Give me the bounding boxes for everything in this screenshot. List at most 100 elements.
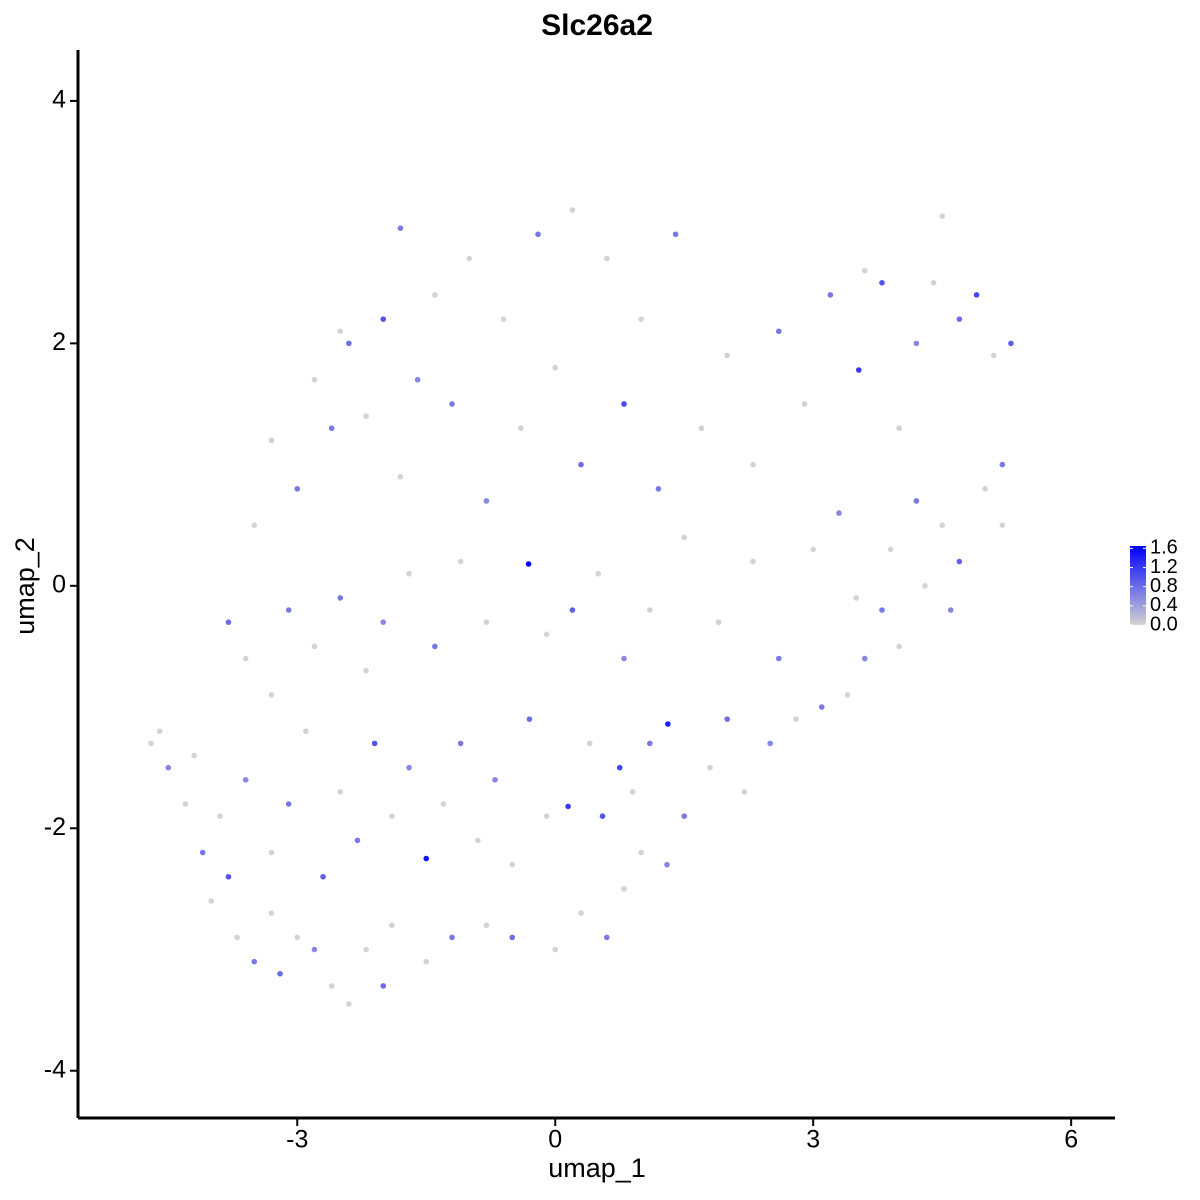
cell-point bbox=[492, 776, 498, 783]
cell-point bbox=[457, 740, 464, 747]
cell-point bbox=[707, 764, 713, 771]
cell-point bbox=[509, 861, 516, 868]
cell-point bbox=[990, 352, 997, 359]
cell-point bbox=[861, 655, 868, 662]
cell-point bbox=[930, 279, 937, 286]
cell-point bbox=[363, 413, 369, 419]
cell-point bbox=[827, 292, 834, 298]
cell-point bbox=[621, 401, 627, 407]
cell-point bbox=[389, 922, 395, 929]
y-tick-label: 4 bbox=[52, 86, 66, 114]
cell-point bbox=[801, 401, 808, 407]
cell-point bbox=[565, 803, 571, 810]
cell-point bbox=[251, 522, 258, 529]
cell-point bbox=[483, 498, 490, 504]
cell-point bbox=[217, 813, 223, 819]
cell-point bbox=[578, 910, 584, 916]
cell-point bbox=[844, 692, 851, 698]
cell-point bbox=[251, 958, 258, 965]
cell-point bbox=[724, 716, 730, 722]
cell-point bbox=[311, 946, 318, 953]
cell-point bbox=[208, 898, 215, 904]
cell-point bbox=[337, 595, 344, 601]
cell-point bbox=[879, 279, 885, 286]
cell-point bbox=[724, 352, 730, 359]
cell-point bbox=[647, 607, 653, 613]
cell-point bbox=[698, 425, 705, 432]
cell-point bbox=[922, 583, 928, 589]
cell-point bbox=[423, 855, 430, 862]
cell-point bbox=[311, 376, 318, 383]
cell-point bbox=[604, 255, 610, 262]
cell-point bbox=[234, 934, 240, 941]
cell-point bbox=[896, 425, 902, 432]
cell-point bbox=[1008, 340, 1014, 347]
colorbar-tick-label: 0.4 bbox=[1150, 594, 1178, 616]
colorbar-tick-label: 0.8 bbox=[1150, 575, 1178, 597]
cell-point bbox=[586, 740, 593, 747]
cell-point bbox=[337, 328, 344, 335]
cell-point bbox=[371, 740, 378, 747]
cell-point bbox=[775, 328, 782, 335]
cell-point bbox=[156, 728, 163, 735]
cell-point bbox=[715, 619, 722, 625]
cell-point bbox=[896, 643, 902, 650]
cell-point bbox=[363, 667, 369, 674]
cell-point bbox=[432, 292, 438, 298]
cell-point bbox=[569, 607, 576, 613]
y-axis-label: umap_2 bbox=[10, 537, 40, 635]
cell-point bbox=[389, 813, 395, 819]
x-tick-label: 6 bbox=[1064, 1126, 1078, 1154]
cell-point bbox=[741, 789, 748, 795]
cell-point bbox=[311, 643, 318, 650]
cell-point bbox=[414, 376, 421, 383]
cell-point bbox=[879, 607, 885, 613]
cell-point bbox=[397, 473, 404, 480]
cell-point bbox=[225, 873, 232, 880]
cell-point bbox=[406, 570, 412, 577]
cell-point bbox=[681, 534, 688, 541]
cell-point bbox=[268, 437, 275, 444]
cell-point bbox=[750, 461, 756, 468]
cell-point bbox=[793, 716, 799, 722]
cell-point bbox=[810, 546, 816, 553]
cell-point bbox=[913, 498, 920, 504]
x-tick-label: 0 bbox=[548, 1126, 562, 1154]
cell-point bbox=[569, 207, 576, 213]
cell-point bbox=[665, 721, 671, 727]
cell-point bbox=[294, 486, 301, 492]
cell-point bbox=[148, 740, 154, 747]
colorbar-tick-label: 1.6 bbox=[1150, 537, 1178, 559]
cell-point bbox=[466, 255, 473, 262]
cell-point bbox=[277, 970, 283, 977]
cell-point bbox=[621, 655, 627, 662]
cell-point bbox=[285, 801, 292, 807]
cell-point bbox=[999, 522, 1006, 529]
cell-point bbox=[346, 340, 352, 347]
cell-point bbox=[655, 486, 662, 492]
cell-point bbox=[595, 570, 602, 577]
cell-point bbox=[681, 813, 688, 819]
cell-point bbox=[182, 801, 189, 807]
cell-point bbox=[225, 619, 232, 625]
colorbar-tick-label: 0.0 bbox=[1150, 613, 1178, 635]
cell-point bbox=[836, 510, 842, 516]
cell-point bbox=[380, 316, 387, 322]
x-tick-label: -3 bbox=[286, 1126, 308, 1154]
cell-point bbox=[518, 425, 524, 432]
x-tick-label: 3 bbox=[806, 1126, 820, 1154]
cell-point bbox=[599, 813, 606, 819]
cell-point bbox=[337, 789, 344, 795]
cell-point bbox=[328, 983, 335, 989]
cell-point bbox=[818, 704, 825, 710]
cell-point bbox=[320, 873, 326, 880]
cell-point bbox=[956, 558, 963, 565]
cell-point bbox=[629, 789, 636, 795]
cell-point bbox=[861, 267, 868, 274]
cell-point bbox=[543, 813, 550, 819]
cell-point bbox=[638, 316, 645, 322]
cell-point bbox=[165, 764, 172, 771]
cell-point bbox=[616, 764, 623, 771]
cell-point bbox=[423, 958, 430, 965]
